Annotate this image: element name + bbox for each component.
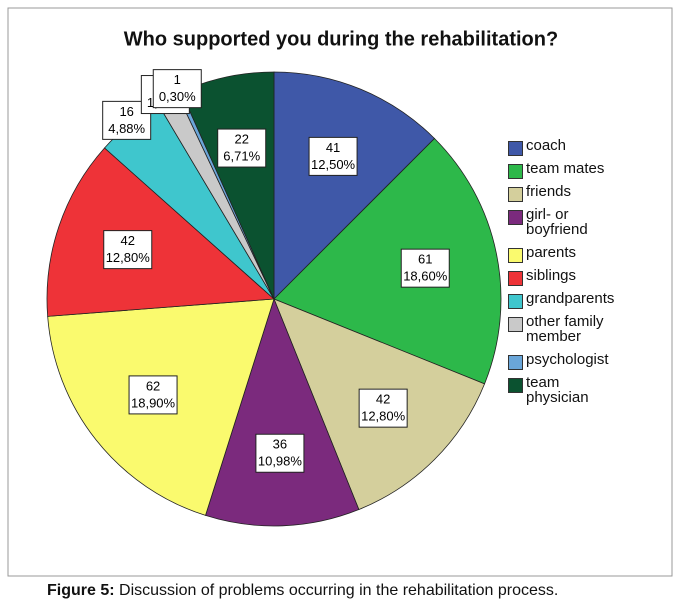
data-label-percent: 12,80% xyxy=(106,250,151,265)
data-label-percent: 12,80% xyxy=(361,409,406,424)
data-label-percent: 10,98% xyxy=(258,454,303,469)
legend-item: psychologist xyxy=(508,352,622,370)
legend-swatch xyxy=(508,187,523,202)
pie-slice xyxy=(205,297,360,527)
data-label-percent: 6,71% xyxy=(223,148,260,163)
data-label: 1 0,30% xyxy=(152,69,202,109)
data-label-count: 61 xyxy=(418,252,432,267)
legend-swatch xyxy=(508,355,523,370)
legend-label: other family member xyxy=(526,313,604,345)
pie-slice xyxy=(273,137,502,385)
data-label-count: 1 xyxy=(174,72,181,87)
data-label: 16 4,88% xyxy=(102,100,152,140)
data-label: 42 12,80% xyxy=(103,230,153,270)
legend-item: grandparents xyxy=(508,291,622,309)
data-label: 22 6,71% xyxy=(217,128,267,168)
data-label-box xyxy=(128,375,178,415)
chart-title: Who supported you during the rehabilitat… xyxy=(124,28,558,50)
legend-label: team mates xyxy=(526,160,605,177)
caption: Figure 5: Discussion of problems occurri… xyxy=(47,582,558,600)
legend-label: psychologist xyxy=(526,351,609,368)
data-label-box xyxy=(358,388,408,428)
data-label: 36 10,98% xyxy=(255,433,305,473)
caption-label: Figure 5: xyxy=(47,582,115,599)
legend-swatch xyxy=(508,248,523,263)
chart: Who supported you during the rehabilitat… xyxy=(7,7,673,577)
data-label: 42 12,80% xyxy=(358,388,408,428)
legend-swatch xyxy=(508,164,523,179)
legend-item: team mates xyxy=(508,161,622,179)
data-label-box xyxy=(217,128,267,168)
legend-swatch xyxy=(508,378,523,393)
legend-label: friends xyxy=(526,183,572,200)
legend-label: siblings xyxy=(526,267,577,284)
legend-label: parents xyxy=(526,244,577,261)
legend-label: grandparents xyxy=(526,290,615,307)
pie-slice xyxy=(46,147,275,317)
legend-item: team physician xyxy=(508,375,622,405)
data-label-box xyxy=(152,69,202,109)
legend-swatch xyxy=(508,271,523,286)
data-label-count: 36 xyxy=(273,437,287,452)
data-label-percent: 18,60% xyxy=(403,269,448,284)
data-label: 41 12,50% xyxy=(308,136,358,176)
legend-item: siblings xyxy=(508,268,622,286)
pie-slice xyxy=(273,71,436,300)
data-label: 61 18,60% xyxy=(400,248,450,288)
legend-item: parents xyxy=(508,245,622,263)
legend-swatch xyxy=(508,317,523,332)
data-label-percent: 4,88% xyxy=(108,121,145,136)
caption-text: Discussion of problems occurring in the … xyxy=(114,582,559,599)
data-label-percent: 18,90% xyxy=(131,395,176,410)
data-label-count: 42 xyxy=(376,392,390,407)
legend-label: team physician xyxy=(526,374,589,406)
data-label-box xyxy=(308,136,358,176)
data-label-count: 62 xyxy=(146,378,160,393)
legend-swatch xyxy=(508,294,523,309)
legend-item: other family member xyxy=(508,314,622,344)
data-label-box xyxy=(400,248,450,288)
data-label-count: 42 xyxy=(121,233,135,248)
data-label-box xyxy=(255,433,305,473)
data-label-percent: 0,30% xyxy=(159,89,196,104)
legend-item: friends xyxy=(508,184,622,202)
legend-swatch xyxy=(508,141,523,156)
data-label-percent: 12,50% xyxy=(311,157,356,172)
data-label-count: 41 xyxy=(326,140,340,155)
legend-label: girl- or boyfriend xyxy=(526,206,588,238)
legend-item: girl- or boyfriend xyxy=(508,207,622,237)
legend-item: coach xyxy=(508,138,622,156)
data-label-count: 22 xyxy=(234,131,248,146)
legend-swatch xyxy=(508,210,523,225)
data-label-box xyxy=(103,230,153,270)
data-label: 62 18,90% xyxy=(128,375,178,415)
legend-label: coach xyxy=(526,137,567,154)
data-label-count: 16 xyxy=(119,104,133,119)
